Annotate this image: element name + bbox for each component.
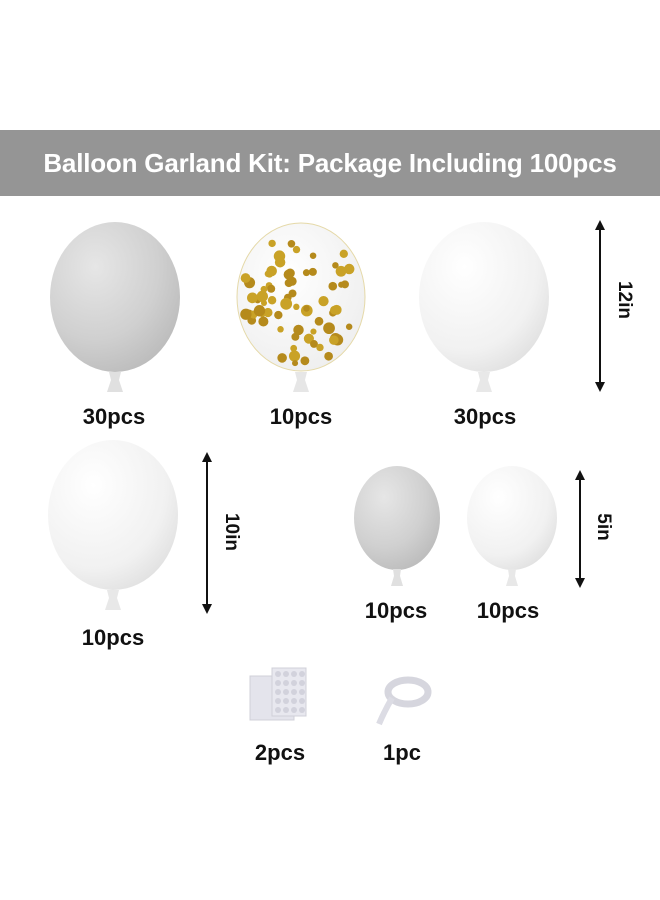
glue-dot xyxy=(299,698,305,704)
confetti-dot xyxy=(284,278,294,288)
confetti-dot xyxy=(300,356,310,366)
height-arrow-icon xyxy=(202,452,212,614)
confetti-dot xyxy=(264,270,272,278)
confetti-dot xyxy=(329,305,339,315)
confetti-dot xyxy=(316,343,324,352)
confetti-dot xyxy=(310,328,317,335)
confetti-dot xyxy=(302,269,310,277)
white-balloon-10in xyxy=(48,440,178,610)
confetti-dot xyxy=(256,290,269,303)
height-arrow-icon xyxy=(595,220,605,392)
confetti-dot xyxy=(303,305,310,312)
confetti-dot xyxy=(274,256,286,268)
confetti-dot xyxy=(288,350,301,362)
confetti-dot xyxy=(314,316,324,326)
page-title: Balloon Garland Kit: Package Including 1… xyxy=(43,147,617,178)
confetti-dot xyxy=(267,296,277,305)
glue-dots-icon xyxy=(249,667,307,721)
glue-dot xyxy=(283,707,289,713)
item-count: 30pcs xyxy=(453,404,517,429)
glue-dot xyxy=(283,689,289,695)
glue-dot xyxy=(299,680,305,686)
white-balloon-5in xyxy=(467,466,557,586)
confetti-dot xyxy=(335,265,347,277)
confetti-dot xyxy=(277,353,287,363)
item-count: 10pcs xyxy=(269,404,333,429)
glue-dot xyxy=(291,689,297,695)
glue-dot xyxy=(275,689,281,695)
confetti-dot xyxy=(247,292,258,304)
confetti-dot xyxy=(323,322,335,335)
glue-dot xyxy=(299,707,305,713)
confetti-dot xyxy=(345,323,353,330)
confetti-dot xyxy=(240,308,252,320)
confetti-dot xyxy=(340,280,349,289)
item-count: 10pcs xyxy=(81,625,145,650)
confetti-dot xyxy=(258,316,269,327)
glue-dot xyxy=(283,671,289,677)
confetti-dot xyxy=(280,297,293,310)
confetti-dot xyxy=(283,269,294,280)
confetti-dot xyxy=(287,239,296,248)
confetti-dot xyxy=(318,295,329,307)
item-count: 10pcs xyxy=(364,598,428,623)
confetti-dot xyxy=(277,326,284,333)
white-balloon-12in xyxy=(419,222,549,392)
item-count: 10pcs xyxy=(476,598,540,623)
confetti-dot xyxy=(274,310,283,320)
confetti-dot xyxy=(328,281,338,291)
confetti-dot xyxy=(329,335,339,345)
confetti-dot xyxy=(290,344,298,352)
size-label: 5in xyxy=(593,513,614,541)
confetti-dot xyxy=(268,239,276,248)
glue-dot xyxy=(275,698,281,704)
size-label: 10in xyxy=(221,512,242,552)
confetti-dot xyxy=(293,324,304,336)
confetti-dot xyxy=(309,252,317,259)
balloon-tape-icon xyxy=(376,676,432,726)
confetti-dot xyxy=(292,360,299,367)
glue-dot xyxy=(275,671,281,677)
glue-dot xyxy=(283,680,289,686)
confetti-dot xyxy=(263,307,273,318)
glue-dot xyxy=(275,707,281,713)
item-count: 2pcs xyxy=(254,740,306,765)
title-banner: Balloon Garland Kit: Package Including 1… xyxy=(0,130,660,196)
confetti-dot xyxy=(253,305,266,317)
confetti-dot xyxy=(291,332,300,341)
glue-dot xyxy=(299,689,305,695)
confetti-dot xyxy=(293,303,300,311)
confetti-dot xyxy=(267,284,276,293)
glue-dot xyxy=(291,707,297,713)
size-label: 12in xyxy=(614,280,635,320)
glue-dot xyxy=(291,698,297,704)
height-arrow-icon xyxy=(575,470,585,588)
item-count: 1pc xyxy=(383,740,421,765)
glue-dot xyxy=(291,680,297,686)
confetti-dot xyxy=(339,249,348,258)
gold-confetti-balloon-12in xyxy=(236,222,366,392)
confetti-dot xyxy=(343,263,355,275)
confetti-dot xyxy=(324,351,333,361)
confetti-dot xyxy=(292,245,301,254)
grey-balloon-5in xyxy=(354,466,440,586)
grey-balloon-12in xyxy=(50,222,180,392)
glue-dot xyxy=(291,671,297,677)
confetti-dot xyxy=(310,340,318,348)
confetti-dot xyxy=(240,273,251,283)
confetti-dot xyxy=(308,267,317,276)
confetti-dot xyxy=(332,262,339,269)
item-count: 30pcs xyxy=(82,404,146,429)
glue-dot xyxy=(299,671,305,677)
glue-dot xyxy=(283,698,289,704)
glue-dot xyxy=(275,680,281,686)
